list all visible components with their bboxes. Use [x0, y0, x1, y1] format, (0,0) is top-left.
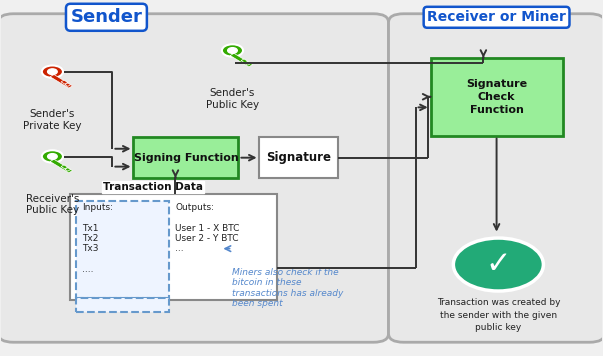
Polygon shape [241, 59, 248, 63]
Text: Sender: Sender [71, 8, 142, 26]
Bar [431, 58, 563, 136]
Bar [77, 298, 169, 312]
Circle shape [42, 66, 63, 78]
Bar [77, 201, 169, 298]
Text: Signature: Signature [266, 151, 331, 164]
Text: Receiver or Miner: Receiver or Miner [427, 10, 566, 24]
Polygon shape [65, 83, 71, 87]
Polygon shape [50, 159, 72, 173]
Text: Miners also check if the
bitcoin in these
transactions has already
been spent: Miners also check if the bitcoin in thes… [233, 268, 344, 308]
Polygon shape [61, 80, 68, 84]
Polygon shape [230, 53, 253, 67]
Text: Transaction was created by
the sender with the given
public key: Transaction was created by the sender wi… [437, 298, 560, 332]
Circle shape [222, 44, 243, 57]
Circle shape [453, 238, 543, 291]
Circle shape [48, 154, 57, 159]
FancyBboxPatch shape [0, 14, 388, 342]
Text: Sender's
Public Key: Sender's Public Key [206, 88, 259, 110]
Text: Receiver's
Public Key: Receiver's Public Key [26, 194, 79, 215]
Polygon shape [61, 165, 68, 169]
Text: Signing Function: Signing Function [134, 153, 238, 163]
Text: Inputs:

Tx1
Tx2
Tx3

....: Inputs: Tx1 Tx2 Tx3 .... [83, 203, 113, 274]
FancyBboxPatch shape [388, 14, 603, 342]
Bar [133, 137, 238, 178]
Circle shape [48, 69, 57, 74]
Bar [71, 194, 277, 300]
Text: Outputs:

User 1 - X BTC
User 2 - Y BTC
...: Outputs: User 1 - X BTC User 2 - Y BTC .… [175, 203, 240, 253]
Circle shape [228, 48, 237, 53]
Text: Sender's
Private Key: Sender's Private Key [23, 109, 81, 131]
Polygon shape [65, 168, 71, 171]
Bar [259, 137, 338, 178]
Polygon shape [50, 74, 72, 88]
Circle shape [42, 150, 63, 163]
Text: Signature
Check
Function: Signature Check Function [466, 79, 527, 115]
Polygon shape [245, 62, 251, 65]
Text: ✓: ✓ [485, 250, 511, 279]
Text: Transaction Data: Transaction Data [104, 182, 203, 192]
